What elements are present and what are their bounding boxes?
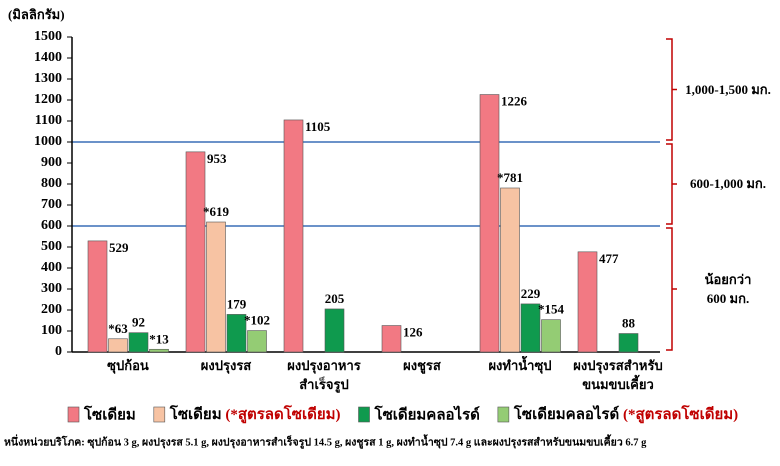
value-label: 205 [325,291,345,306]
value-label: 126 [403,325,423,340]
value-label: 229 [521,286,541,301]
y-tick-label: 700 [41,197,62,212]
bar [520,303,541,353]
y-tick-label: 0 [55,344,62,359]
bar [283,119,304,353]
bar [226,314,247,353]
x-tick-label: ผงปรุงรสสำหรับ ขนมขบเคี้ยว [573,358,663,392]
x-tick-label-box: ผงชูรส [403,358,441,373]
range-bracket [666,38,677,141]
legend-swatch [497,406,510,423]
legend-label: โซเดียมคลอไรด์ (*สูตรลดโซเดียม) [513,404,738,424]
x-tick-label-box: ผงทำน้ำซุป [488,358,552,373]
legend-swatch [358,406,370,423]
legend-label: โซเดียมคลอไรด์ [374,404,480,423]
legend-swatch [67,406,80,423]
range-label-box: 600-1,000 มก. [689,176,767,191]
y-tick-label: 500 [41,239,62,254]
range-bracket [666,227,677,351]
value-label: 529 [109,240,129,255]
bar [618,333,639,353]
value-label: 1105 [305,119,331,134]
value-label: *781 [497,170,523,185]
value-label: 92 [132,315,145,330]
y-tick-label: 1300 [34,71,62,86]
bar [206,221,226,353]
bar [381,325,402,353]
x-tick-label: ผงปรุงรส [200,358,252,373]
value-label: 179 [227,296,247,311]
range-label: 1,000-1,500 มก. [685,81,771,97]
y-tick-label: 1100 [35,113,62,128]
x-tick-label-box: ผงปรุงอาหาร สำเร็จรูป [287,358,361,392]
range-label-box: น้อยกว่า 600 มก. [704,272,752,306]
y-tick-label: 400 [41,260,62,275]
y-tick-label: 100 [41,323,62,338]
bar [479,94,500,353]
value-label: *63 [108,321,128,336]
bar [324,308,345,353]
bar [247,330,267,353]
y-tick-label: 800 [41,176,62,191]
y-tick-label: 1000 [34,134,62,149]
bar [500,187,520,353]
x-tick-label: ผงปรุงอาหาร สำเร็จรูป [287,358,361,392]
value-label: *13 [149,331,169,346]
bar [128,332,149,353]
y-tick-label: 1200 [34,92,62,107]
range-label-box: 1,000-1,500 มก. [685,81,771,97]
legend-label: โซเดียม [83,404,136,423]
bar [108,338,128,353]
x-tick-label: ผงชูรส [403,358,441,373]
y-axis-label: (มิลลิกรัม) [8,7,65,22]
value-label: 953 [207,151,227,166]
range-bracket [666,143,677,225]
y-tick-label: 900 [41,155,62,170]
y-tick-label: 600 [41,218,62,233]
x-tick-label-box: ซุปก้อน [107,358,149,373]
range-label: 600-1,000 มก. [689,176,767,191]
footnote: หนึ่งหน่วยบริโภค: ซุปก้อน 3 g, ผงปรุงรส … [4,433,647,449]
bar [185,151,206,353]
y-tick-label: 1400 [34,50,62,65]
value-label: 1226 [501,94,528,109]
y-tick-label: 1500 [34,29,62,44]
bar [577,251,598,353]
x-tick-label: ซุปก้อน [107,358,149,373]
value-label: *619 [203,204,230,219]
value-label: 88 [622,316,636,331]
value-label: *154 [538,302,565,317]
bar [149,348,169,353]
legend-label: โซเดียม (*สูตรลดโซเดียม) [169,404,341,424]
bar [541,319,561,353]
y-tick-label: 200 [41,302,62,317]
range-label: น้อยกว่า 600 มก. [704,272,752,306]
x-tick-label: ผงทำน้ำซุป [488,358,552,373]
value-label: *102 [244,313,270,328]
y-tick-label: 300 [41,281,62,296]
x-tick-label-box: ผงปรุงรสสำหรับ ขนมขบเคี้ยว [573,358,663,392]
bar [87,240,108,353]
x-tick-label-box: ผงปรุงรส [200,358,252,373]
legend-swatch [153,406,166,423]
value-label: 477 [599,251,619,266]
